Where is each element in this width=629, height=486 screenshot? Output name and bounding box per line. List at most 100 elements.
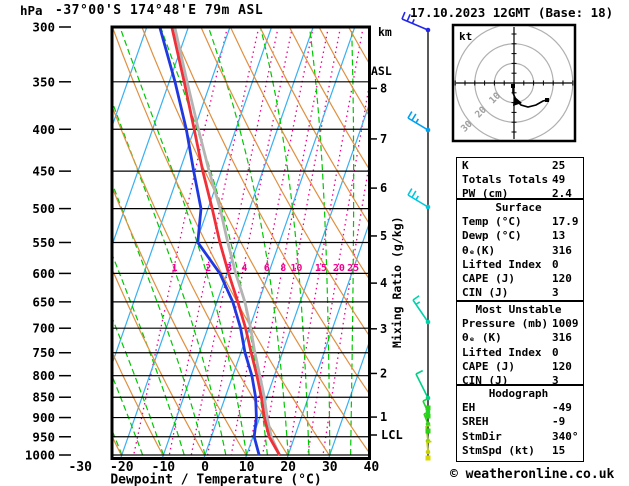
km-axis-labels: 8 7 6 5 4 3 2 1 LCL [370,81,403,442]
credit-label: © weatheronline.co.uk [450,467,615,482]
dewpoint-curve [158,28,261,456]
temperature-axis-title: Dewpoint / Temperature (°C) [110,473,321,486]
panel-row: Dewp (°C) 13 [462,229,583,243]
pressure-tick-label: 300 [32,20,55,35]
panel-row-value: 340° [552,429,579,443]
panel-row-value: 1009 [552,317,579,331]
panel-row-label: StmSpd (kt) [462,443,535,457]
temperature-tick-label: -20 [110,460,134,475]
mixing-ratio-label: 4 [241,263,247,274]
mixing-ratio-axis-label: Mixing Ratio (g/kg) [390,216,404,348]
panel-row-value: 25 [552,159,566,172]
pressure-tick-label: 950 [32,429,55,444]
panel-row-value: 316 [552,243,572,257]
panel-row: CIN (J) 3 [462,286,583,300]
temperature-curve [170,28,281,456]
panel-row-label: Lifted Index [462,257,542,271]
panel-row: θₑ (K) 316 [462,331,583,345]
hodograph-trace [512,86,548,108]
panel-row-label: CAPE (J) [462,271,515,285]
panel-section-title: Most Unstable [475,303,562,316]
pressure-tick-label: 750 [32,345,55,360]
pressure-axis-labels: 300 350 400 450 500 550 600 650 700 750 800 850 900 9… [25,20,71,463]
km-tick-label: 4 [380,276,387,290]
panel-row-value: 3 [552,373,559,387]
panel-row-value: 0 [552,257,559,271]
panel-row-value: 120 [552,359,572,373]
panel-row: StmDir 340° [462,430,583,444]
pressure-tick-label: 600 [32,266,55,281]
mixing-ratio-label: 8 [280,263,286,274]
pressure-tick-label: 900 [32,410,55,425]
pressure-tick-label: 650 [32,294,55,309]
wind-barb [401,11,431,33]
pressure-unit-label: hPa [20,3,43,18]
panel-row-value: 13 [552,229,566,243]
panel-row-value: 2.4 [552,187,572,201]
panel-row-value: 49 [552,173,566,187]
temperature-tick-label: -30 [68,460,92,475]
panel-row: K 25 [462,159,583,173]
mixing-ratio-label: 15 [315,263,327,274]
temperature-axis-labels: -30 -20 -10 0 10 20 30 40 Dewpoint / Temperature… [68,460,379,486]
datetime-label: 17.10.2023 12GMT (Base: 18) [410,5,614,20]
pressure-tick-label: 450 [32,164,55,179]
panel-row-label: θₑ (K) [462,331,502,345]
altitude-unit-km: km [378,25,392,39]
km-tick-label: 7 [380,132,387,146]
mixing-ratio-label: 6 [264,263,270,274]
panel-row-value: 15 [552,443,566,457]
mixing-ratio-label: 1 [172,263,178,274]
pressure-tick-label: 800 [32,368,55,383]
wind-barb-column [401,11,432,461]
wind-barb [407,111,431,133]
wind-barb-square [425,413,431,419]
km-tick-label: 5 [380,229,387,243]
panel-row-value: 17.9 [552,215,579,229]
panel-row: SREH -9 [462,415,583,429]
panel-row: Temp (°C) 17.9 [462,215,583,229]
wind-barb-square [425,455,431,461]
station-title: -37°00'S 174°48'E 79m ASL [55,3,264,18]
panel-row-value: -9 [552,415,566,429]
panel-section-hodograph: Hodograph EH -49 SREH -9 StmDir 340° StmSpd (kt… [456,385,584,462]
panel-row-value: 316 [552,331,572,345]
mixing-ratio-label: 2 [205,263,211,274]
km-tick-label: 1 [380,410,387,424]
panel-section-most-unstable: Most Unstable Pressure (mb) 1009 θₑ (K) 316 L… [456,301,584,387]
panel-row: PW (cm) 2.4 [462,187,583,201]
panel-row: CAPE (J) 120 [462,272,583,286]
altitude-unit-label: km ASL [371,0,399,104]
panel-row-value: 3 [552,286,559,300]
panel-row-label: θₑ(K) [462,243,496,257]
panel-row-label: Totals Totals [462,173,549,187]
altitude-unit-asl: ASL [371,64,392,78]
panel-row: EH -49 [462,401,583,415]
panel-row-label: K [462,159,469,172]
panel-row-label: EH [462,401,476,415]
panel-row: Lifted Index 0 [462,346,583,360]
mixing-ratio-label: 20 [333,263,345,274]
wind-barb-square [425,428,431,434]
pressure-tick-label: 700 [32,321,55,336]
plot-border [110,25,371,460]
wind-barb [412,295,431,325]
panel-row: Pressure (mb) 1009 [462,317,583,331]
pressure-tick-label: 850 [32,390,55,405]
km-tick-label: 6 [380,181,387,195]
km-tick-label: 3 [380,322,387,336]
km-tick-label: 2 [380,366,387,380]
hodograph-unit-label: kt [459,30,472,43]
lcl-label: LCL [381,428,403,442]
panel-row: θₑ(K) 316 [462,244,583,258]
panel-row: CAPE (J) 120 [462,360,583,374]
panel-row-label: CAPE (J) [462,359,515,373]
panel-row-label: Dewp (°C) [462,229,522,243]
panel-row: StmSpd (kt) 15 [462,444,583,458]
wind-barb [425,440,432,455]
pressure-gridlines [113,81,368,456]
pressure-tick-label: 400 [32,122,55,137]
panel-row-label: CIN (J) [462,286,509,300]
